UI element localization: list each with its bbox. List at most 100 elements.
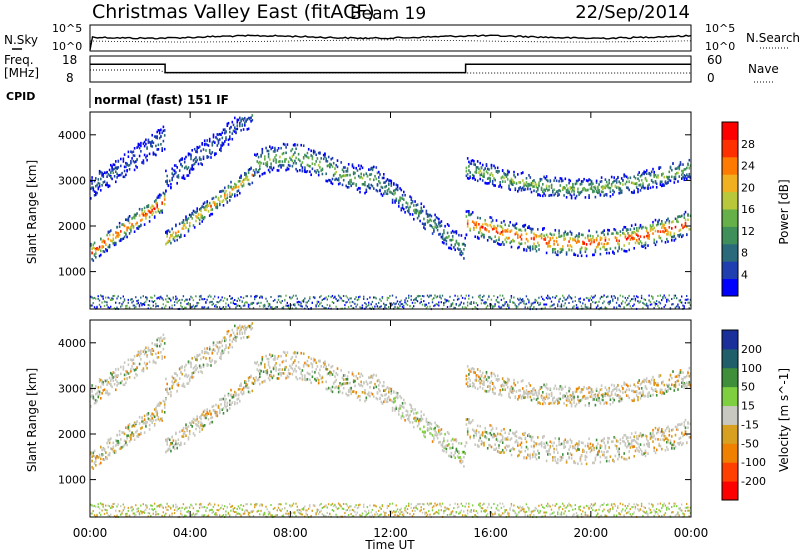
power-cell — [116, 231, 118, 235]
power-cell — [580, 233, 583, 236]
power-cell — [600, 295, 603, 298]
power-cell — [664, 227, 667, 230]
power-cell — [368, 186, 370, 189]
power-cell — [196, 145, 198, 149]
velocity-cell — [132, 434, 135, 438]
power-cell — [688, 307, 690, 310]
velocity-cell — [320, 365, 322, 368]
power-cell — [132, 300, 134, 303]
power-cell — [538, 193, 540, 196]
power-cell — [361, 183, 364, 186]
power-cell — [509, 188, 511, 191]
velocity-cell — [236, 326, 239, 330]
velocity-cell — [314, 371, 316, 374]
power-cell — [165, 169, 167, 173]
velocity-cell — [157, 356, 160, 359]
velocity-cell — [317, 513, 320, 515]
power-cell — [127, 164, 130, 167]
velocity-cell — [97, 456, 100, 459]
power-cell — [270, 165, 272, 168]
power-cell — [393, 302, 395, 305]
velocity-cell — [239, 507, 241, 510]
power-cell — [120, 305, 122, 308]
power-cell — [658, 301, 660, 304]
velocity-cell — [340, 505, 342, 508]
power-cell — [167, 297, 169, 300]
velocity-cell — [256, 360, 259, 364]
power-cell — [563, 194, 565, 197]
power-cell — [113, 294, 116, 297]
velocity-cell — [225, 405, 227, 409]
power-cell — [545, 187, 548, 190]
velocity-cell — [100, 513, 102, 516]
velocity-cell — [242, 336, 245, 339]
power-cell — [242, 128, 245, 131]
power-cell — [140, 296, 142, 299]
power-cell — [117, 233, 120, 236]
power-cell — [686, 225, 688, 229]
power-cell — [491, 219, 494, 222]
power-cell — [575, 182, 578, 185]
power-cell — [150, 141, 152, 144]
power-cell — [97, 181, 100, 185]
power-cell — [659, 294, 662, 297]
power-cell — [141, 302, 143, 305]
power-cell — [161, 202, 163, 205]
power-cell — [584, 196, 587, 199]
power-cell — [637, 241, 639, 244]
power-cell — [212, 140, 215, 143]
velocity-cell — [264, 379, 266, 383]
power-cell — [371, 300, 374, 303]
velocity-cell — [200, 504, 202, 507]
power-cell — [509, 181, 511, 185]
velocity-cell — [312, 504, 315, 507]
power-cell — [229, 306, 231, 309]
power-cell — [578, 235, 580, 238]
velocity-cell — [325, 365, 327, 369]
power-cell — [476, 160, 479, 163]
power-cell — [652, 228, 654, 231]
velocity-cell — [90, 405, 92, 408]
power-cell — [175, 231, 177, 235]
power-cell — [528, 182, 530, 186]
power-cell — [112, 163, 115, 166]
power-cell — [123, 175, 126, 179]
power-cell — [162, 298, 164, 301]
velocity-cell — [316, 365, 319, 368]
power-cell — [465, 294, 467, 297]
velocity-cell — [91, 465, 93, 469]
power-cell — [299, 301, 301, 304]
power-cell — [604, 248, 607, 251]
velocity-cell — [95, 464, 97, 467]
power-cell — [220, 144, 222, 147]
power-cell — [617, 232, 619, 235]
power-cell — [608, 300, 610, 303]
power-cell — [357, 298, 360, 301]
power-cell — [347, 181, 350, 184]
power-cell — [653, 226, 655, 230]
velocity-cell — [292, 369, 295, 373]
velocity-cell — [112, 505, 114, 508]
power-cell — [627, 176, 629, 180]
power-cell — [672, 235, 674, 239]
power-cell — [334, 172, 336, 176]
power-cell — [480, 225, 483, 229]
power-cell — [98, 185, 101, 188]
velocity-cell — [212, 505, 215, 508]
power-cell — [322, 298, 325, 301]
velocity-cell — [118, 381, 121, 385]
power-cell — [589, 238, 592, 241]
power-cell — [187, 303, 190, 306]
power-cell — [361, 304, 364, 307]
velocity-cell — [170, 507, 172, 510]
velocity-cell — [340, 369, 342, 372]
power-cell — [192, 299, 195, 302]
velocity-cell — [150, 419, 152, 422]
power-cell — [425, 212, 428, 215]
power-cell — [678, 235, 681, 238]
power-cell — [504, 223, 506, 227]
power-cell — [495, 227, 498, 230]
power-cell — [589, 297, 591, 300]
power-cell — [311, 301, 313, 304]
power-cell — [517, 305, 519, 308]
